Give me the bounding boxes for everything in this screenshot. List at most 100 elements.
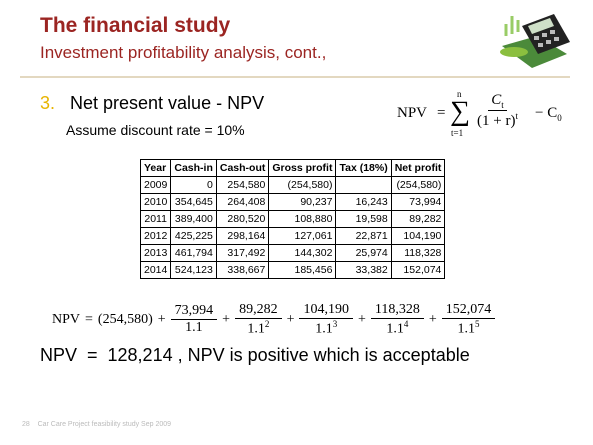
page-number: 28 — [22, 421, 30, 428]
table-row: 2014 524,123 338,667 185,456 33,382 152,074 — [139, 261, 446, 279]
exponent: 4 — [403, 319, 409, 329]
table-cell: 152,074 — [390, 261, 446, 279]
expansion-equals: = — [85, 311, 93, 327]
title: The financial study — [40, 14, 231, 37]
table-cell: 317,492 — [215, 244, 270, 262]
minus-term: − C0 — [535, 105, 562, 123]
denominator: 1.14 — [386, 319, 408, 338]
numerator: 104,190 — [299, 302, 353, 319]
table-cell: 264,408 — [215, 193, 270, 211]
base: 1.1 — [247, 321, 265, 337]
plus: + — [222, 311, 231, 327]
plus: + — [428, 311, 437, 327]
table-cell: 280,520 — [215, 210, 270, 228]
table-row: 2011 389,400 280,520 108,880 19,598 89,282 — [139, 210, 446, 228]
fraction: 104,190 1.13 — [299, 302, 353, 338]
table-cell: 185,456 — [268, 261, 337, 279]
column-header: Net profit — [390, 159, 446, 177]
column-header: Tax (18%) — [335, 159, 392, 177]
table-cell: 73,994 — [390, 193, 446, 211]
table-cell: 389,400 — [170, 210, 217, 228]
table-cell: 144,302 — [268, 244, 337, 262]
table-cell — [335, 176, 392, 194]
denominator: 1.13 — [315, 319, 337, 338]
column-header: Year — [139, 159, 172, 177]
table-cell: 425,225 — [170, 227, 217, 245]
table-cell: 25,974 — [335, 244, 392, 262]
sum-lower: t=1 — [451, 128, 464, 138]
fraction: 89,282 1.12 — [235, 302, 282, 338]
subtitle: Investment profitability analysis, cont.… — [40, 43, 327, 62]
denominator: (1 + r) — [477, 113, 516, 129]
npv-formula: NPV = n ∑ t=1 Ct (1 + r)t − C0 — [397, 89, 567, 140]
table-cell: 108,880 — [268, 210, 337, 228]
footer: 28 Car Care Project feasibility study Se… — [22, 421, 171, 428]
table-cell: 2011 — [139, 210, 172, 228]
minus-sub: 0 — [557, 113, 562, 123]
exponent: 2 — [264, 319, 270, 329]
list-number: 3. — [40, 93, 56, 113]
expansion-lhs: NPV — [52, 311, 81, 327]
assumption: Assume discount rate = 10% — [66, 122, 245, 138]
column-header: Cash-in — [170, 159, 217, 177]
table-cell: 2013 — [139, 244, 172, 262]
cash-flow-table: Year Cash-in Cash-out Gross profit Tax (18%)… — [139, 159, 446, 279]
table-cell: 2012 — [139, 227, 172, 245]
table-cell: 19,598 — [335, 210, 392, 228]
base: 1.1 — [386, 321, 404, 337]
table-row: 2012 425,225 298,164 127,061 22,871 104,190 — [139, 227, 446, 245]
table-cell: 2010 — [139, 193, 172, 211]
sigma: ∑ — [450, 96, 470, 127]
fraction: 152,074 1.15 — [441, 302, 496, 338]
table-row: 2010 354,645 264,408 90,237 16,243 73,994 — [139, 193, 446, 211]
denominator: 1.1 — [185, 320, 203, 336]
denominator: 1.15 — [458, 319, 480, 338]
base: 1.1 — [185, 320, 203, 336]
header-rule — [20, 76, 570, 78]
heading: Net present value - NPV — [70, 93, 265, 113]
table-cell: 2014 — [139, 261, 172, 279]
base: 1.1 — [315, 321, 333, 337]
table-cell: 16,243 — [335, 193, 392, 211]
numerator-sub: t — [501, 100, 504, 110]
formula-equals: = — [437, 105, 446, 121]
exponent: 5 — [475, 319, 480, 329]
column-header: Cash-out — [215, 159, 270, 177]
table-cell: 2009 — [139, 176, 172, 194]
column-header: Gross profit — [268, 159, 337, 177]
base: 1.1 — [457, 321, 476, 337]
minus-c: − C — [535, 105, 558, 121]
header-row: Year Cash-in Cash-out Gross profit Tax (18%)… — [139, 159, 446, 177]
table-cell: 89,282 — [390, 210, 446, 228]
npv-expansion: NPV = (254,580) +73,994 1.1 +89,282 1.12 +104,1… — [52, 302, 496, 338]
table-cell: 33,382 — [335, 261, 392, 279]
calculator-icon — [500, 14, 570, 68]
table-cell: 22,871 — [335, 227, 392, 245]
denominator-sup: t — [515, 111, 518, 121]
table-cell: 254,580 — [215, 176, 270, 194]
table-cell: 0 — [170, 176, 217, 194]
plus: + — [286, 311, 295, 327]
formula-fraction: Ct (1 + r)t — [477, 92, 518, 130]
denominator: 1.12 — [247, 319, 269, 338]
numerator: 73,994 — [170, 303, 218, 321]
table-cell: 461,794 — [170, 244, 217, 262]
table-cell: 338,667 — [215, 261, 270, 279]
fraction: 73,994 1.1 — [170, 303, 218, 336]
table-cell: (254,580) — [268, 176, 337, 194]
table-cell: 298,164 — [215, 227, 270, 245]
table-cell: 127,061 — [268, 227, 337, 245]
expansion-first: (254,580) — [97, 311, 153, 327]
numerator: 89,282 — [235, 302, 282, 319]
formula-lhs: NPV — [397, 105, 428, 121]
footer-text: Car Care Project feasibility study Sep 2… — [37, 421, 172, 428]
table-cell: 354,645 — [170, 193, 217, 211]
table-cell: 104,190 — [390, 227, 446, 245]
table-cell: 524,123 — [170, 261, 217, 279]
table-cell: 90,237 — [268, 193, 337, 211]
numerator: 152,074 — [441, 302, 496, 319]
fraction: 118,328 1.14 — [370, 302, 424, 338]
table-row: 2013 461,794 317,492 144,302 25,974 118,328 — [139, 244, 446, 262]
table-row: 2009 0 254,580 (254,580) (254,580) — [139, 176, 446, 194]
